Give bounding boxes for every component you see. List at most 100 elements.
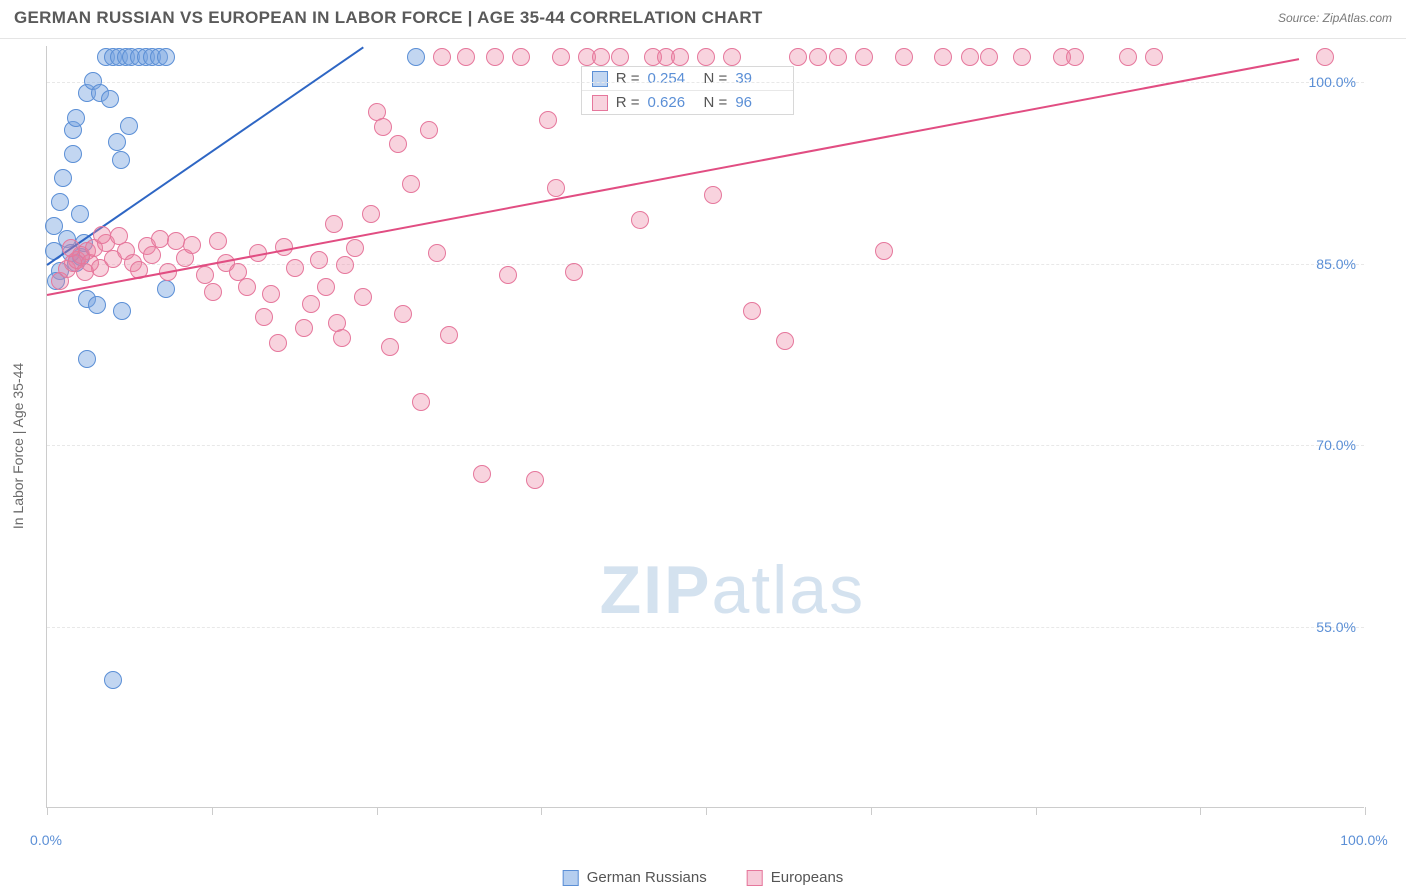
x-tick: [706, 807, 707, 815]
data-point: [269, 334, 287, 352]
data-point: [547, 179, 565, 197]
data-point: [895, 48, 913, 66]
data-point: [486, 48, 504, 66]
y-tick-label: 85.0%: [1316, 256, 1356, 272]
data-point: [255, 308, 273, 326]
data-point: [394, 305, 412, 323]
data-point: [71, 205, 89, 223]
y-tick-label: 70.0%: [1316, 437, 1356, 453]
data-point: [592, 48, 610, 66]
scatter-plot-area: ZIPatlas R = 0.254 N = 39 R = 0.626 N = 96 55.0…: [46, 46, 1364, 808]
data-point: [1145, 48, 1163, 66]
legend-label: German Russians: [587, 869, 707, 886]
data-point: [204, 283, 222, 301]
stat-n-value: 96: [735, 94, 783, 111]
data-point: [829, 48, 847, 66]
data-point: [723, 48, 741, 66]
data-point: [704, 186, 722, 204]
data-point: [295, 319, 313, 337]
legend-swatch-icon: [747, 870, 763, 886]
data-point: [183, 236, 201, 254]
watermark-rest: atlas: [711, 552, 865, 628]
data-point: [374, 118, 392, 136]
data-point: [1066, 48, 1084, 66]
data-point: [101, 90, 119, 108]
data-point: [789, 48, 807, 66]
x-tick: [212, 807, 213, 815]
data-point: [565, 263, 583, 281]
data-point: [407, 48, 425, 66]
legend-label: Europeans: [771, 869, 844, 886]
data-point: [381, 338, 399, 356]
data-point: [354, 288, 372, 306]
data-point: [420, 121, 438, 139]
data-point: [631, 211, 649, 229]
data-point: [362, 205, 380, 223]
data-point: [93, 226, 111, 244]
x-axis-start-label: 0.0%: [30, 832, 62, 848]
gridline: [47, 264, 1364, 265]
stat-n-label: N =: [704, 94, 728, 111]
data-point: [51, 193, 69, 211]
data-point: [113, 302, 131, 320]
data-point: [1013, 48, 1031, 66]
data-point: [499, 266, 517, 284]
data-point: [1119, 48, 1137, 66]
data-point: [473, 465, 491, 483]
y-axis-label: In Labor Force | Age 35-44: [10, 363, 26, 529]
data-point: [310, 251, 328, 269]
data-point: [76, 263, 94, 281]
gridline: [47, 627, 1364, 628]
x-tick: [1365, 807, 1366, 815]
stats-swatch-icon: [592, 71, 608, 87]
stat-r-value: 0.254: [648, 70, 696, 87]
legend-swatch-icon: [563, 870, 579, 886]
data-point: [776, 332, 794, 350]
data-point: [743, 302, 761, 320]
data-point: [961, 48, 979, 66]
data-point: [671, 48, 689, 66]
data-point: [428, 244, 446, 262]
stat-n-label: N =: [704, 70, 728, 87]
data-point: [286, 259, 304, 277]
chart-title: GERMAN RUSSIAN VS EUROPEAN IN LABOR FORC…: [14, 8, 763, 28]
data-point: [611, 48, 629, 66]
data-point: [54, 169, 72, 187]
data-point: [934, 48, 952, 66]
data-point: [196, 266, 214, 284]
data-point: [697, 48, 715, 66]
data-point: [78, 350, 96, 368]
legend-item-europeans: Europeans: [747, 869, 844, 886]
gridline: [47, 445, 1364, 446]
data-point: [64, 145, 82, 163]
x-tick: [47, 807, 48, 815]
data-point: [157, 48, 175, 66]
watermark-bold: ZIP: [600, 552, 712, 628]
data-point: [539, 111, 557, 129]
legend-item-german-russians: German Russians: [563, 869, 707, 886]
x-tick: [871, 807, 872, 815]
data-point: [552, 48, 570, 66]
stat-r-label: R =: [616, 94, 640, 111]
x-tick: [377, 807, 378, 815]
data-point: [402, 175, 420, 193]
data-point: [317, 278, 335, 296]
stat-n-value: 39: [735, 70, 783, 87]
stat-r-label: R =: [616, 70, 640, 87]
watermark: ZIPatlas: [600, 551, 865, 629]
data-point: [108, 133, 126, 151]
data-point: [1316, 48, 1334, 66]
y-tick-label: 55.0%: [1316, 619, 1356, 635]
data-point: [209, 232, 227, 250]
data-point: [325, 215, 343, 233]
stat-r-value: 0.626: [648, 94, 696, 111]
data-point: [104, 671, 122, 689]
data-point: [412, 393, 430, 411]
x-axis-end-label: 100.0%: [1340, 832, 1387, 848]
chart-header: GERMAN RUSSIAN VS EUROPEAN IN LABOR FORC…: [0, 0, 1406, 39]
y-tick-label: 100.0%: [1309, 74, 1356, 90]
data-point: [238, 278, 256, 296]
data-point: [855, 48, 873, 66]
data-point: [389, 135, 407, 153]
data-point: [457, 48, 475, 66]
